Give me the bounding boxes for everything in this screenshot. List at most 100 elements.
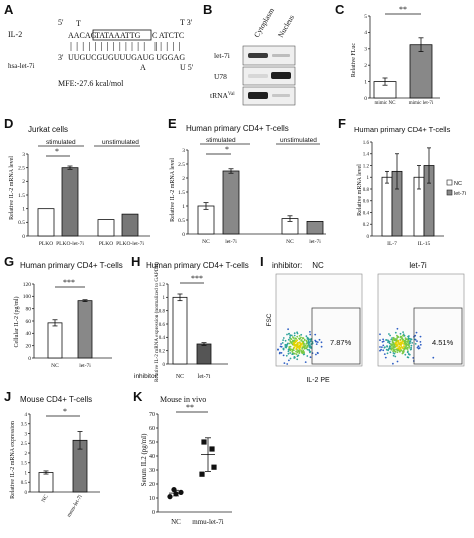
flow-event-dot	[282, 354, 285, 357]
flow-event-dot	[303, 339, 306, 342]
d-bar	[37, 208, 55, 237]
j-ylabel: Relative IL-2 mRNA expression	[10, 421, 16, 499]
blot-row-let7i: let-7i	[214, 51, 230, 60]
flow-event-dot	[316, 341, 319, 343]
panel-i: I inhibitor: NC let-7i FSC IL-2 PE 7.87%…	[260, 254, 465, 384]
flow-event-dot	[410, 348, 412, 350]
flow-event-dot	[394, 338, 397, 340]
e-ytick-label: 0	[182, 232, 185, 238]
flow-event-dot	[396, 351, 399, 354]
flow-event-dot	[382, 344, 385, 347]
i-xlabel: IL-2 PE	[306, 377, 330, 384]
j-sig: *	[63, 407, 67, 416]
c-ytick-label: 0	[364, 96, 367, 102]
f-ytick-label: 0.4	[363, 211, 370, 216]
flow-event-dot	[407, 351, 409, 353]
trna-superscript: Val	[228, 92, 235, 97]
e-ytick-label: 0.5	[178, 218, 185, 224]
h-category-label: let-7i	[198, 374, 211, 380]
flow-event-dot	[309, 340, 312, 343]
flow-event-dot	[289, 335, 292, 337]
flow-event-dot	[285, 354, 288, 357]
flow-event-dot	[403, 334, 406, 337]
flow-event-dot	[286, 333, 288, 336]
h-category-label: NC	[176, 374, 184, 380]
e-ytick-label: 3	[182, 148, 185, 154]
d-ytick-label: 3	[22, 152, 25, 158]
il2-prime5: 5'	[58, 18, 64, 27]
flow-event-dot	[398, 348, 401, 351]
flow-event-dot	[391, 341, 394, 344]
flow-event-dot	[280, 345, 283, 348]
flow-event-dot	[402, 347, 404, 350]
flow-event-dot	[315, 353, 317, 356]
chart-e: 0 0.5 1 1.5 2 2.5 3 NC let-7i NC let-7i	[178, 148, 326, 245]
flow-event-dot	[293, 346, 296, 349]
g-bar	[47, 322, 63, 359]
flow-event-dot	[381, 346, 383, 348]
flow-event-dot	[419, 341, 422, 343]
g-ytick-label: 60	[26, 319, 32, 325]
panel-c-letter: C	[335, 2, 345, 17]
d-title: Jurkat cells	[28, 125, 68, 134]
flow-event-dot	[416, 346, 419, 349]
flow-event-dot	[399, 341, 402, 344]
flow-event-dot	[395, 341, 398, 344]
e-category-label: let-7i	[309, 239, 321, 245]
flow-event-dot	[381, 341, 384, 343]
flow-event-dot	[277, 348, 279, 351]
blot-trna-frame	[242, 86, 296, 106]
blot-let7i-nuc-band	[272, 54, 290, 57]
il2-prime3: T 3'	[180, 18, 193, 27]
flow-event-dot	[392, 337, 395, 339]
flow-event-dot	[382, 349, 385, 352]
flow-event-dot	[282, 347, 285, 350]
flow-event-dot	[394, 331, 397, 334]
f-title: Human primary CD4+ T-cells	[354, 125, 451, 134]
flow-event-dot	[389, 351, 392, 354]
flow-event-dot	[397, 339, 399, 342]
k-point-let7i	[209, 446, 215, 452]
panel-k: K Mouse in vivo ** Serum IL2 (pg/ml) 0 10…	[133, 389, 232, 526]
flow-event-dot	[388, 341, 391, 343]
flow-event-dot	[288, 342, 291, 345]
e-category-label: let-7i	[225, 239, 237, 245]
f-legend-let7i-swatch	[446, 189, 453, 196]
c-ytick-label: 5	[364, 14, 367, 20]
flow-event-dot	[403, 342, 406, 345]
flow-event-dot	[289, 340, 292, 342]
j-ytick-label: 4	[25, 413, 28, 418]
panel-a-letter: A	[4, 2, 14, 17]
c-sig: **	[399, 5, 407, 14]
k-sig: **	[186, 403, 194, 412]
j-category-label: mmu-let-7i	[66, 494, 84, 519]
d-category-label: PLKO	[39, 241, 53, 247]
f-ytick-label: 1.2	[363, 164, 370, 169]
h-ytick-label: 0.2	[159, 349, 166, 354]
flow-event-dot	[292, 353, 294, 355]
flow-event-dot	[390, 348, 393, 351]
panel-h-letter: H	[131, 254, 140, 269]
j-ytick-label: 0	[25, 491, 28, 496]
flow-event-dot	[396, 344, 399, 347]
flow-event-dot	[290, 334, 293, 337]
d-bar	[97, 219, 115, 237]
flow-event-dot	[287, 328, 289, 331]
f-ytick-label: 0.2	[363, 223, 370, 228]
j-bar	[38, 472, 54, 493]
flow-event-dot	[280, 352, 283, 354]
e-bar	[222, 170, 240, 235]
g-ylabel: Cellular IL-2 (pg/ml)	[13, 297, 20, 348]
flow-event-dot	[385, 339, 387, 341]
g-ytick-label: 40	[26, 331, 32, 337]
k-point-let7i	[199, 471, 205, 477]
flow-event-dot	[391, 337, 393, 339]
flow-event-dot	[414, 343, 417, 345]
flow-event-dot	[284, 339, 287, 342]
d-category-label: PLKO-let-7i	[56, 241, 84, 247]
il2-seq-box: TATAAATTG	[95, 31, 141, 40]
flow-event-dot	[402, 334, 404, 337]
flow-event-dot	[296, 358, 299, 361]
flow-event-dot	[300, 339, 303, 342]
